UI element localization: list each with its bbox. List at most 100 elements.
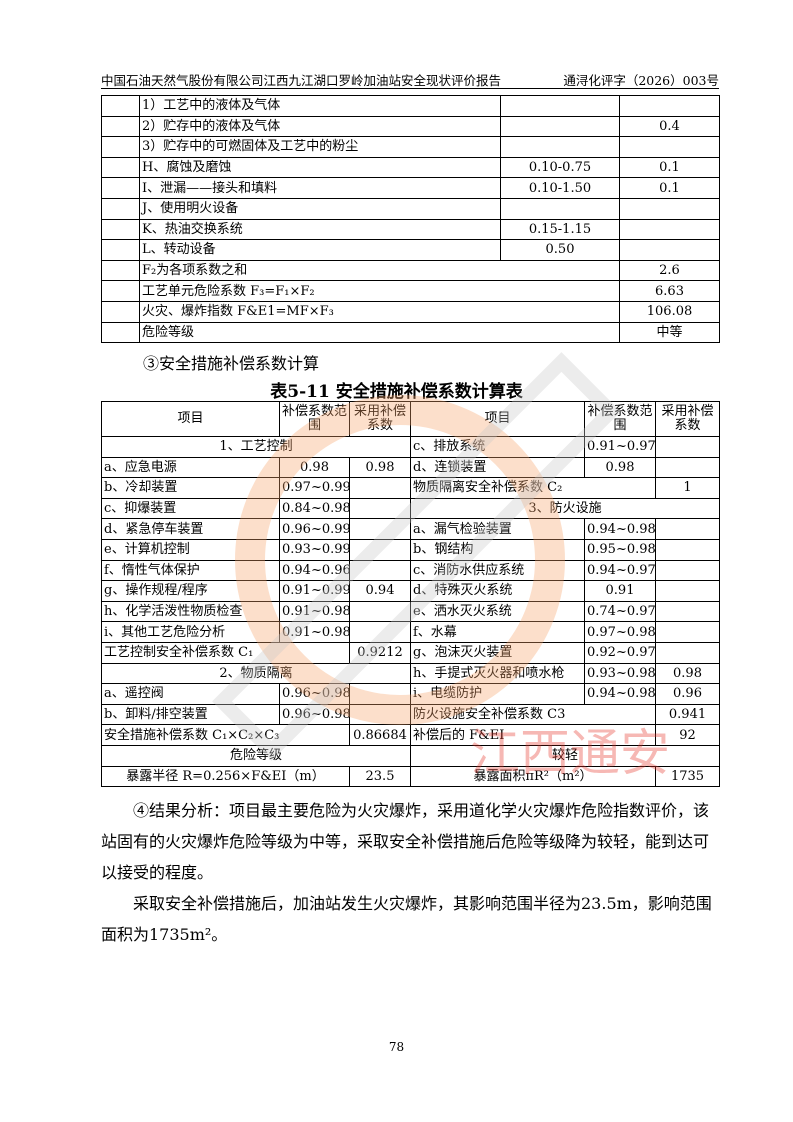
table-cell: 2、物质隔离	[101, 662, 411, 685]
table-row: e、计算机控制 0.93~0.99 b、钢结构 0.95~0.98	[101, 538, 720, 561]
table-cell	[349, 683, 411, 705]
table-cell: 0.96~0.98	[279, 683, 350, 705]
result-analysis-paragraph: ④结果分析：项目最主要危险为火灾爆炸，采用道化学火灾爆炸危险指数评价，该站固有的…	[101, 801, 710, 882]
summary-value: 106.08	[619, 300, 720, 323]
table-cell	[655, 436, 720, 458]
table-row: b、卸料/排空装置 0.96~0.98 防火设施安全补偿系数 C3 0.941	[101, 703, 720, 726]
table-cell: 0.93~0.98	[584, 662, 656, 685]
table-cell: g、操作规程/程序	[101, 580, 280, 602]
table-cell: 1）工艺中的液体及气体	[139, 95, 501, 117]
table-cell: J、使用明火设备	[139, 197, 501, 220]
table-row: 危险等级 中等	[101, 321, 720, 344]
table-cell: 3）贮存中的可燃固体及工艺中的粉尘	[139, 136, 501, 158]
table-cell: 较轻	[410, 744, 720, 767]
table-cell: h、化学活泼性物质检查	[101, 600, 280, 623]
table-cell: b、钢结构	[410, 538, 585, 561]
table-caption: 表5-11 安全措施补偿系数计算表	[270, 382, 523, 402]
table-cell	[349, 559, 411, 582]
table-row: L、转动设备 0.50	[101, 239, 720, 261]
table-cell	[101, 218, 140, 241]
column-header: 补偿系数范围	[584, 401, 656, 437]
table-cell: 0.96~0.99	[279, 518, 350, 540]
table-cell	[101, 239, 140, 261]
table-cell: 0.84~0.98	[279, 497, 350, 520]
table-cell: 1、工艺控制	[101, 436, 411, 458]
table-cell: 0.97~0.99	[279, 477, 350, 499]
table-cell	[655, 580, 720, 602]
column-header: 项目	[410, 401, 585, 437]
column-header: 项目	[101, 401, 280, 437]
table-cell: 安全措施补偿系数 C₁×C₂×C₃	[101, 724, 350, 746]
table-cell	[500, 95, 620, 117]
table-cell: L、转动设备	[139, 239, 501, 261]
table-cell: 0.1	[619, 177, 720, 199]
table-cell	[101, 197, 140, 220]
table-cell: c、抑爆装置	[101, 497, 280, 520]
table-cell	[619, 218, 720, 241]
table-row: h、化学活泼性物质检查 0.91~0.98 e、洒水灭火系统 0.74~0.97	[101, 600, 720, 623]
table-cell	[619, 136, 720, 158]
table-cell	[101, 115, 140, 138]
table-cell: 0.96	[655, 683, 720, 705]
impact-range-paragraph: 采取安全补偿措施后，加油站发生火灾爆炸，其影响范围半径为23.5m，影响范围面积…	[101, 894, 712, 944]
table-row: 工艺控制安全补偿系数 C₁ 0.9212 g、泡沫灭火装置 0.92~0.97	[101, 641, 720, 664]
table-row: I、泄漏——接头和填料 0.10-1.50 0.1	[101, 177, 720, 199]
table-cell: e、洒水灭火系统	[410, 600, 585, 623]
table-row: 2）贮存中的液体及气体 0.4	[101, 115, 720, 138]
table-cell: 防火设施安全补偿系数 C3	[410, 703, 656, 726]
table-row: 1）工艺中的液体及气体	[101, 95, 720, 117]
table-cell: d、连锁装置	[410, 456, 585, 479]
table-cell: 0.93~0.99	[279, 538, 350, 561]
table-row: 2、物质隔离 h、手提式灭火器和喷水枪 0.93~0.98 0.98	[101, 662, 720, 685]
table-cell: 物质隔离安全补偿系数 C₂	[410, 477, 656, 499]
table-cell	[101, 136, 140, 158]
table-header-row: 项目 补偿系数范围 采用补偿系数 项目 补偿系数范围 采用补偿系数	[101, 401, 720, 437]
table-row: 安全措施补偿系数 C₁×C₂×C₃ 0.86684 补偿后的 F&EI 92	[101, 724, 720, 746]
table-cell: f、水幕	[410, 621, 585, 643]
table-row: 危险等级 较轻	[101, 744, 720, 767]
table-cell: 补偿后的 F&EI	[410, 724, 656, 746]
table-cell: c、排放系统	[410, 436, 585, 458]
table-cell	[655, 621, 720, 643]
table-cell: g、泡沫灭火装置	[410, 641, 585, 664]
table-cell	[349, 703, 411, 726]
summary-label: 工艺单元危险系数 F₃=F₁×F₂	[139, 280, 620, 302]
table-cell: 0.86684	[349, 724, 411, 746]
table-cell	[101, 259, 140, 282]
table-cell	[349, 600, 411, 623]
table-cell: a、漏气检验装置	[410, 518, 585, 540]
table-cell: 0.94~0.97	[584, 559, 656, 582]
fire-explosion-index-table: 1）工艺中的液体及气体 2）贮存中的液体及气体 0.4 3）贮存中的可燃固体及工艺中的…	[101, 95, 720, 344]
table-cell	[349, 497, 411, 520]
table-cell: 0.9212	[349, 641, 411, 664]
table-cell: 0.91~0.99	[279, 580, 350, 602]
table-cell: a、遥控阀	[101, 683, 280, 705]
table-cell: d、紧急停车装置	[101, 518, 280, 540]
table-cell: b、冷却装置	[101, 477, 280, 499]
table-row: K、热油交换系统 0.15-1.15	[101, 218, 720, 241]
table-cell	[101, 156, 140, 179]
table-cell	[101, 280, 140, 302]
table-cell: 0.91~0.97	[584, 436, 656, 458]
table-cell: i、其他工艺危险分析	[101, 621, 280, 643]
table-cell: 0.10-0.75	[500, 156, 620, 179]
table-row: i、其他工艺危险分析 0.91~0.98 f、水幕 0.97~0.98	[101, 621, 720, 643]
table-row: 工艺单元危险系数 F₃=F₁×F₂ 6.63	[101, 280, 720, 302]
table-cell: d、特殊灭火系统	[410, 580, 585, 602]
table-cell: h、手提式灭火器和喷水枪	[410, 662, 585, 685]
table-row: f、惰性气体保护 0.94~0.96 c、消防水供应系统 0.94~0.97	[101, 559, 720, 582]
table-row: b、冷却装置 0.97~0.99 物质隔离安全补偿系数 C₂ 1	[101, 477, 720, 499]
column-header: 采用补偿系数	[349, 401, 411, 437]
table-cell: 0.91	[584, 580, 656, 602]
table-cell: 0.94	[349, 580, 411, 602]
table-row: 3）贮存中的可燃固体及工艺中的粉尘	[101, 136, 720, 158]
table-cell	[655, 641, 720, 664]
table-cell: 0.96~0.98	[279, 703, 350, 726]
table-cell	[655, 600, 720, 623]
summary-label: 危险等级	[139, 321, 620, 344]
table-cell: 92	[655, 724, 720, 746]
table-cell: 0.98	[655, 662, 720, 685]
table-row: g、操作规程/程序 0.91~0.99 0.94 d、特殊灭火系统 0.91	[101, 580, 720, 602]
table-cell	[101, 95, 140, 117]
